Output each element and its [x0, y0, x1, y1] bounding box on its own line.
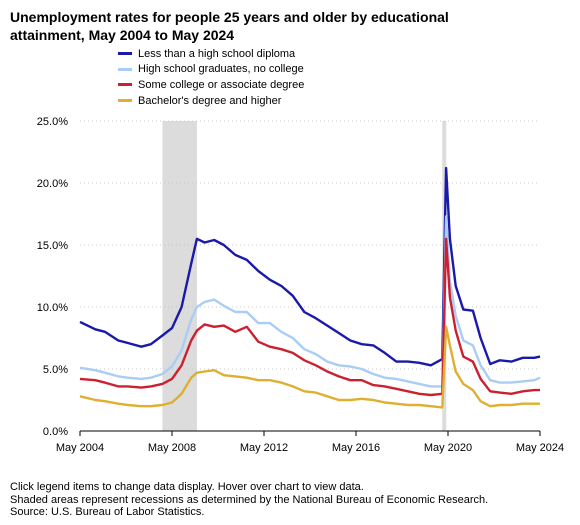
x-tick-label: May 2004: [56, 442, 104, 454]
x-tick-label: May 2020: [424, 442, 472, 454]
y-tick-label: 15.0%: [37, 240, 68, 252]
series-line-some-college: [79, 237, 540, 397]
legend-label-less-than-high-school: Less than a high school diploma: [138, 47, 296, 60]
x-tick-label: May 2008: [148, 442, 196, 454]
legend-swatch-some-college: [118, 83, 132, 87]
legend-swatch-high-school-graduates: [118, 67, 132, 71]
legend-label-high-school-graduates: High school graduates, no college: [138, 63, 304, 76]
series-line-high-school-graduates: [79, 215, 541, 388]
series-line-bachelors: [79, 325, 540, 409]
y-tick-label: 25.0%: [37, 116, 68, 128]
legend-label-bachelors: Bachelor's degree and higher: [138, 94, 282, 107]
legend-item-bachelors[interactable]: Bachelor's degree and higher: [118, 93, 304, 109]
y-tick-label: 10.0%: [37, 302, 68, 314]
footer-source: Source: U.S. Bureau of Labor Statistics.: [10, 506, 205, 518]
chart-title: Unemployment rates for people 25 years a…: [10, 9, 449, 43]
y-tick-label: 20.0%: [37, 178, 68, 190]
chart-legend: Less than a high school diploma High sch…: [118, 46, 304, 108]
footer-instructions: Click legend items to change data displa…: [10, 481, 364, 493]
x-tick-label: May 2024: [516, 442, 564, 454]
footer-recession-note: Shaded areas represent recessions as det…: [10, 493, 489, 506]
legend-item-some-college[interactable]: Some college or associate degree: [118, 77, 304, 93]
chart-plot[interactable]: 0.0% 5.0% 10.0% 15.0% 20.0% 25.0% May 2004 May …: [0, 0, 580, 470]
x-tick-label: May 2012: [240, 442, 288, 454]
legend-label-some-college: Some college or associate degree: [138, 78, 305, 91]
legend-item-high-school-graduates[interactable]: High school graduates, no college: [118, 62, 304, 78]
series-line-less-than-high-school: [79, 166, 541, 367]
y-tick-label: 5.0%: [43, 364, 68, 376]
legend-swatch-bachelors: [118, 99, 132, 103]
legend-item-less-than-high-school[interactable]: Less than a high school diploma: [118, 46, 304, 62]
chart-footer: Click legend items to change data displa…: [10, 481, 488, 519]
recession-band-0: [162, 121, 197, 431]
y-tick-label: 0.0%: [43, 426, 68, 438]
x-tick-label: May 2016: [332, 442, 380, 454]
legend-swatch-less-than-high-school: [118, 52, 132, 56]
